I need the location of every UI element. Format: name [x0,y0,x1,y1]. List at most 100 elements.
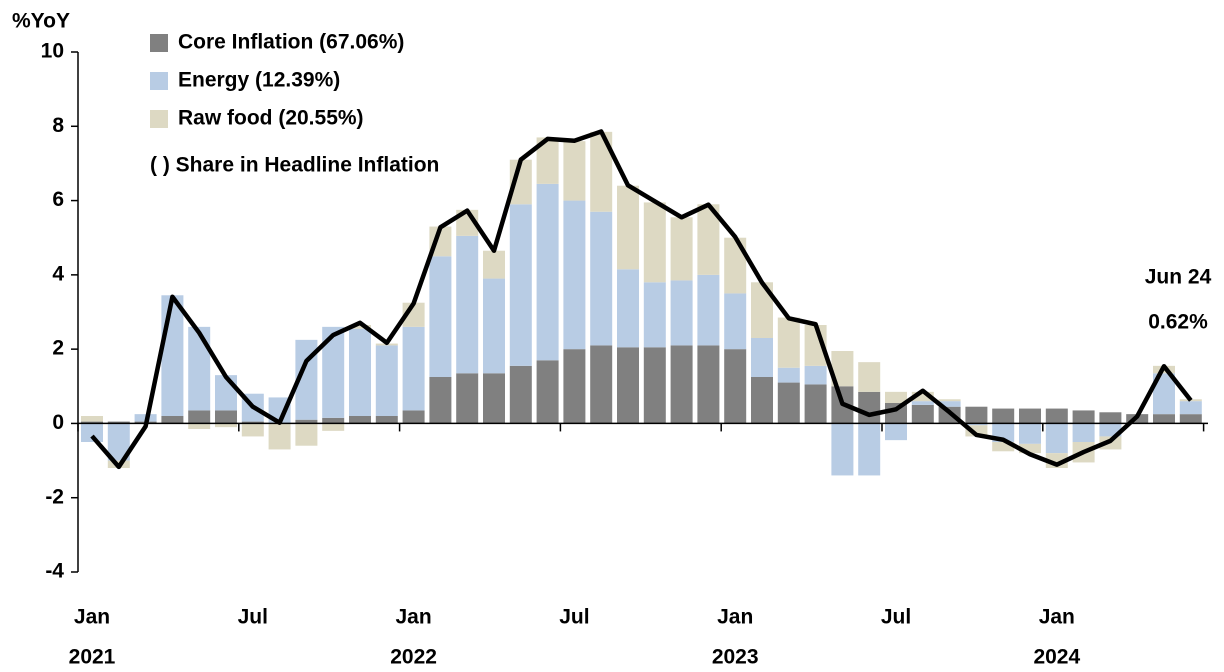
y-tick-label: 6 [52,188,64,211]
y-tick-label: -2 [45,485,64,508]
legend-label: Energy (12.39%) [178,69,340,92]
bar [241,421,264,424]
bar [670,280,693,346]
legend-swatch [150,72,168,90]
bar [992,408,1015,424]
bar [965,406,988,424]
x-tick-label: Jul [881,606,911,629]
bar [724,349,747,424]
bar [456,373,479,424]
bar [670,217,693,281]
bar [161,416,184,424]
bar [107,421,130,424]
bar [1153,373,1175,415]
bar [188,326,211,411]
bar [831,351,854,387]
bar [536,183,559,361]
annotation: Jun 24 [1145,266,1212,289]
bar [322,417,345,424]
x-tick-label: Jan [717,606,753,629]
bar [268,423,291,450]
bar [911,391,934,402]
bar [1072,410,1095,424]
bar [456,235,479,374]
x-tick-label: Jul [559,606,589,629]
bar [858,423,881,476]
bar [349,328,371,416]
bar [563,349,586,424]
bar [81,421,103,424]
x-tick-label: Jul [238,606,268,629]
bar [536,137,559,184]
bar [858,391,881,424]
bar [751,282,773,338]
bar [617,269,639,348]
legend-swatch [150,34,168,52]
bar [938,399,961,402]
bar [375,345,398,416]
bar [161,295,184,416]
bar [885,423,907,441]
bar [295,419,318,424]
bar [509,365,532,424]
bar [241,423,264,437]
bar [697,274,720,346]
x-year-label: 2021 [69,646,116,669]
bar [724,237,747,294]
x-tick-label: Jan [74,606,110,629]
x-tick-label: Jan [396,606,432,629]
bar [402,326,425,411]
bar [215,375,237,411]
bar [643,282,666,348]
bar [885,391,907,403]
bar [1153,414,1175,424]
bar [295,423,318,446]
y-tick-label: 10 [41,40,64,63]
bar [483,250,505,279]
bar [992,442,1015,452]
bar [777,317,800,368]
bar [858,362,881,392]
bar [831,423,854,476]
bar [697,204,720,275]
bar [349,325,371,329]
bar [643,347,666,424]
x-tick-label: Jan [1039,606,1075,629]
y-tick-label: 4 [52,262,64,285]
legend-note: ( ) Share in Headline Inflation [150,154,439,177]
bar [804,384,827,424]
y-tick-label: 2 [52,337,64,360]
bar [590,345,613,424]
bar [375,416,398,424]
x-year-label: 2024 [1033,646,1080,669]
bar [617,185,639,270]
bar [965,423,988,426]
bar [1019,443,1041,454]
bar [509,204,532,366]
legend-swatch [150,110,168,128]
bar [911,401,934,405]
bar [670,345,693,424]
bar [1179,414,1202,424]
bar [188,423,211,429]
bar [1019,423,1041,444]
bar [402,410,425,424]
bar [215,410,237,424]
y-tick-label: 8 [52,114,64,137]
bar [617,347,639,424]
bar [429,256,452,377]
bar [697,345,720,424]
bar [1019,408,1041,424]
bar [938,401,961,407]
bar [322,326,345,418]
bar [911,404,934,424]
bar [1045,408,1068,424]
bar [1072,423,1095,442]
x-year-label: 2023 [712,646,759,669]
bar [643,202,666,283]
bar [804,365,827,385]
bar [724,293,747,350]
bar [563,141,586,201]
bar [483,278,505,374]
